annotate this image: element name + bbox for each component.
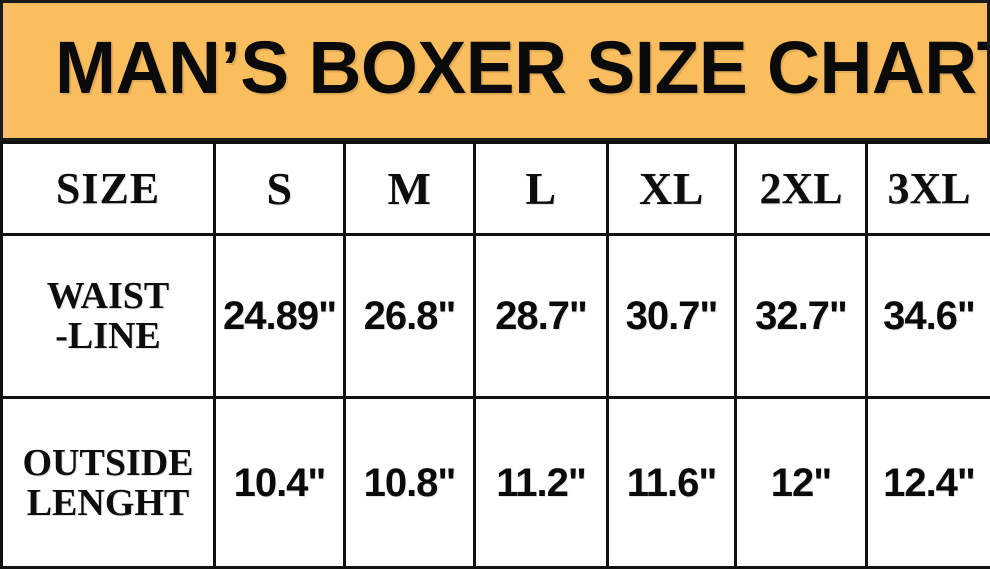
title-banner: MAN’S BOXER SIZE CHART [0, 0, 990, 141]
header-cell-l: L [475, 143, 608, 235]
row-label-line2: -LINE [3, 316, 213, 356]
value-outside-length-2xl: 12" [737, 462, 865, 504]
cell-waistline-m: 26.8" [345, 235, 475, 398]
header-cell-s: S [215, 143, 345, 235]
cell-waistline-l: 28.7" [475, 235, 608, 398]
header-label-size: SIZE [3, 165, 213, 213]
size-chart-table: SIZE S M L XL 2XL 3XL [0, 141, 990, 569]
size-chart-container: MAN’S BOXER SIZE CHART SIZE S M L [0, 0, 990, 557]
header-cell-2xl: 2XL [736, 143, 867, 235]
table-header-row: SIZE S M L XL 2XL 3XL [2, 143, 990, 235]
page-title: MAN’S BOXER SIZE CHART [55, 30, 990, 106]
cell-outside-length-2xl: 12" [736, 398, 867, 568]
value-waistline-3xl: 34.6" [868, 295, 990, 337]
row-label-waistline-text: WAIST -LINE [3, 276, 213, 356]
table-row-outside-length: OUTSIDE LENGHT 10.4" 10.8" 11.2" 11.6" [2, 398, 990, 568]
value-waistline-xl: 30.7" [609, 295, 734, 337]
header-label-xl: XL [609, 165, 734, 213]
cell-outside-length-xl: 11.6" [608, 398, 736, 568]
header-cell-3xl: 3XL [867, 143, 990, 235]
value-outside-length-l: 11.2" [476, 462, 606, 504]
header-cell-m: M [345, 143, 475, 235]
row-label-outside-length-text: OUTSIDE LENGHT [3, 443, 213, 523]
value-outside-length-xl: 11.6" [609, 462, 734, 504]
cell-outside-length-3xl: 12.4" [867, 398, 990, 568]
cell-outside-length-s: 10.4" [215, 398, 345, 568]
cell-outside-length-m: 10.8" [345, 398, 475, 568]
cell-waistline-s: 24.89" [215, 235, 345, 398]
cell-waistline-3xl: 34.6" [867, 235, 990, 398]
table-row-waistline: WAIST -LINE 24.89" 26.8" 28.7" 30.7" [2, 235, 990, 398]
cell-waistline-xl: 30.7" [608, 235, 736, 398]
row-label-line1: OUTSIDE [3, 443, 213, 483]
header-cell-xl: XL [608, 143, 736, 235]
header-label-3xl: 3XL [868, 165, 990, 213]
value-outside-length-s: 10.4" [216, 462, 343, 504]
header-label-l: L [476, 165, 606, 213]
row-label-waistline: WAIST -LINE [2, 235, 215, 398]
value-waistline-m: 26.8" [346, 295, 473, 337]
header-label-m: M [346, 165, 473, 213]
row-label-line2: LENGHT [3, 483, 213, 523]
header-cell-size: SIZE [2, 143, 215, 235]
value-outside-length-m: 10.8" [346, 462, 473, 504]
value-waistline-s: 24.89" [216, 295, 343, 337]
cell-outside-length-l: 11.2" [475, 398, 608, 568]
value-outside-length-3xl: 12.4" [868, 462, 990, 504]
value-waistline-2xl: 32.7" [737, 295, 865, 337]
value-waistline-l: 28.7" [476, 295, 606, 337]
header-label-2xl: 2XL [737, 165, 865, 213]
header-label-s: S [216, 165, 343, 213]
cell-waistline-2xl: 32.7" [736, 235, 867, 398]
row-label-outside-length: OUTSIDE LENGHT [2, 398, 215, 568]
row-label-line1: WAIST [3, 276, 213, 316]
